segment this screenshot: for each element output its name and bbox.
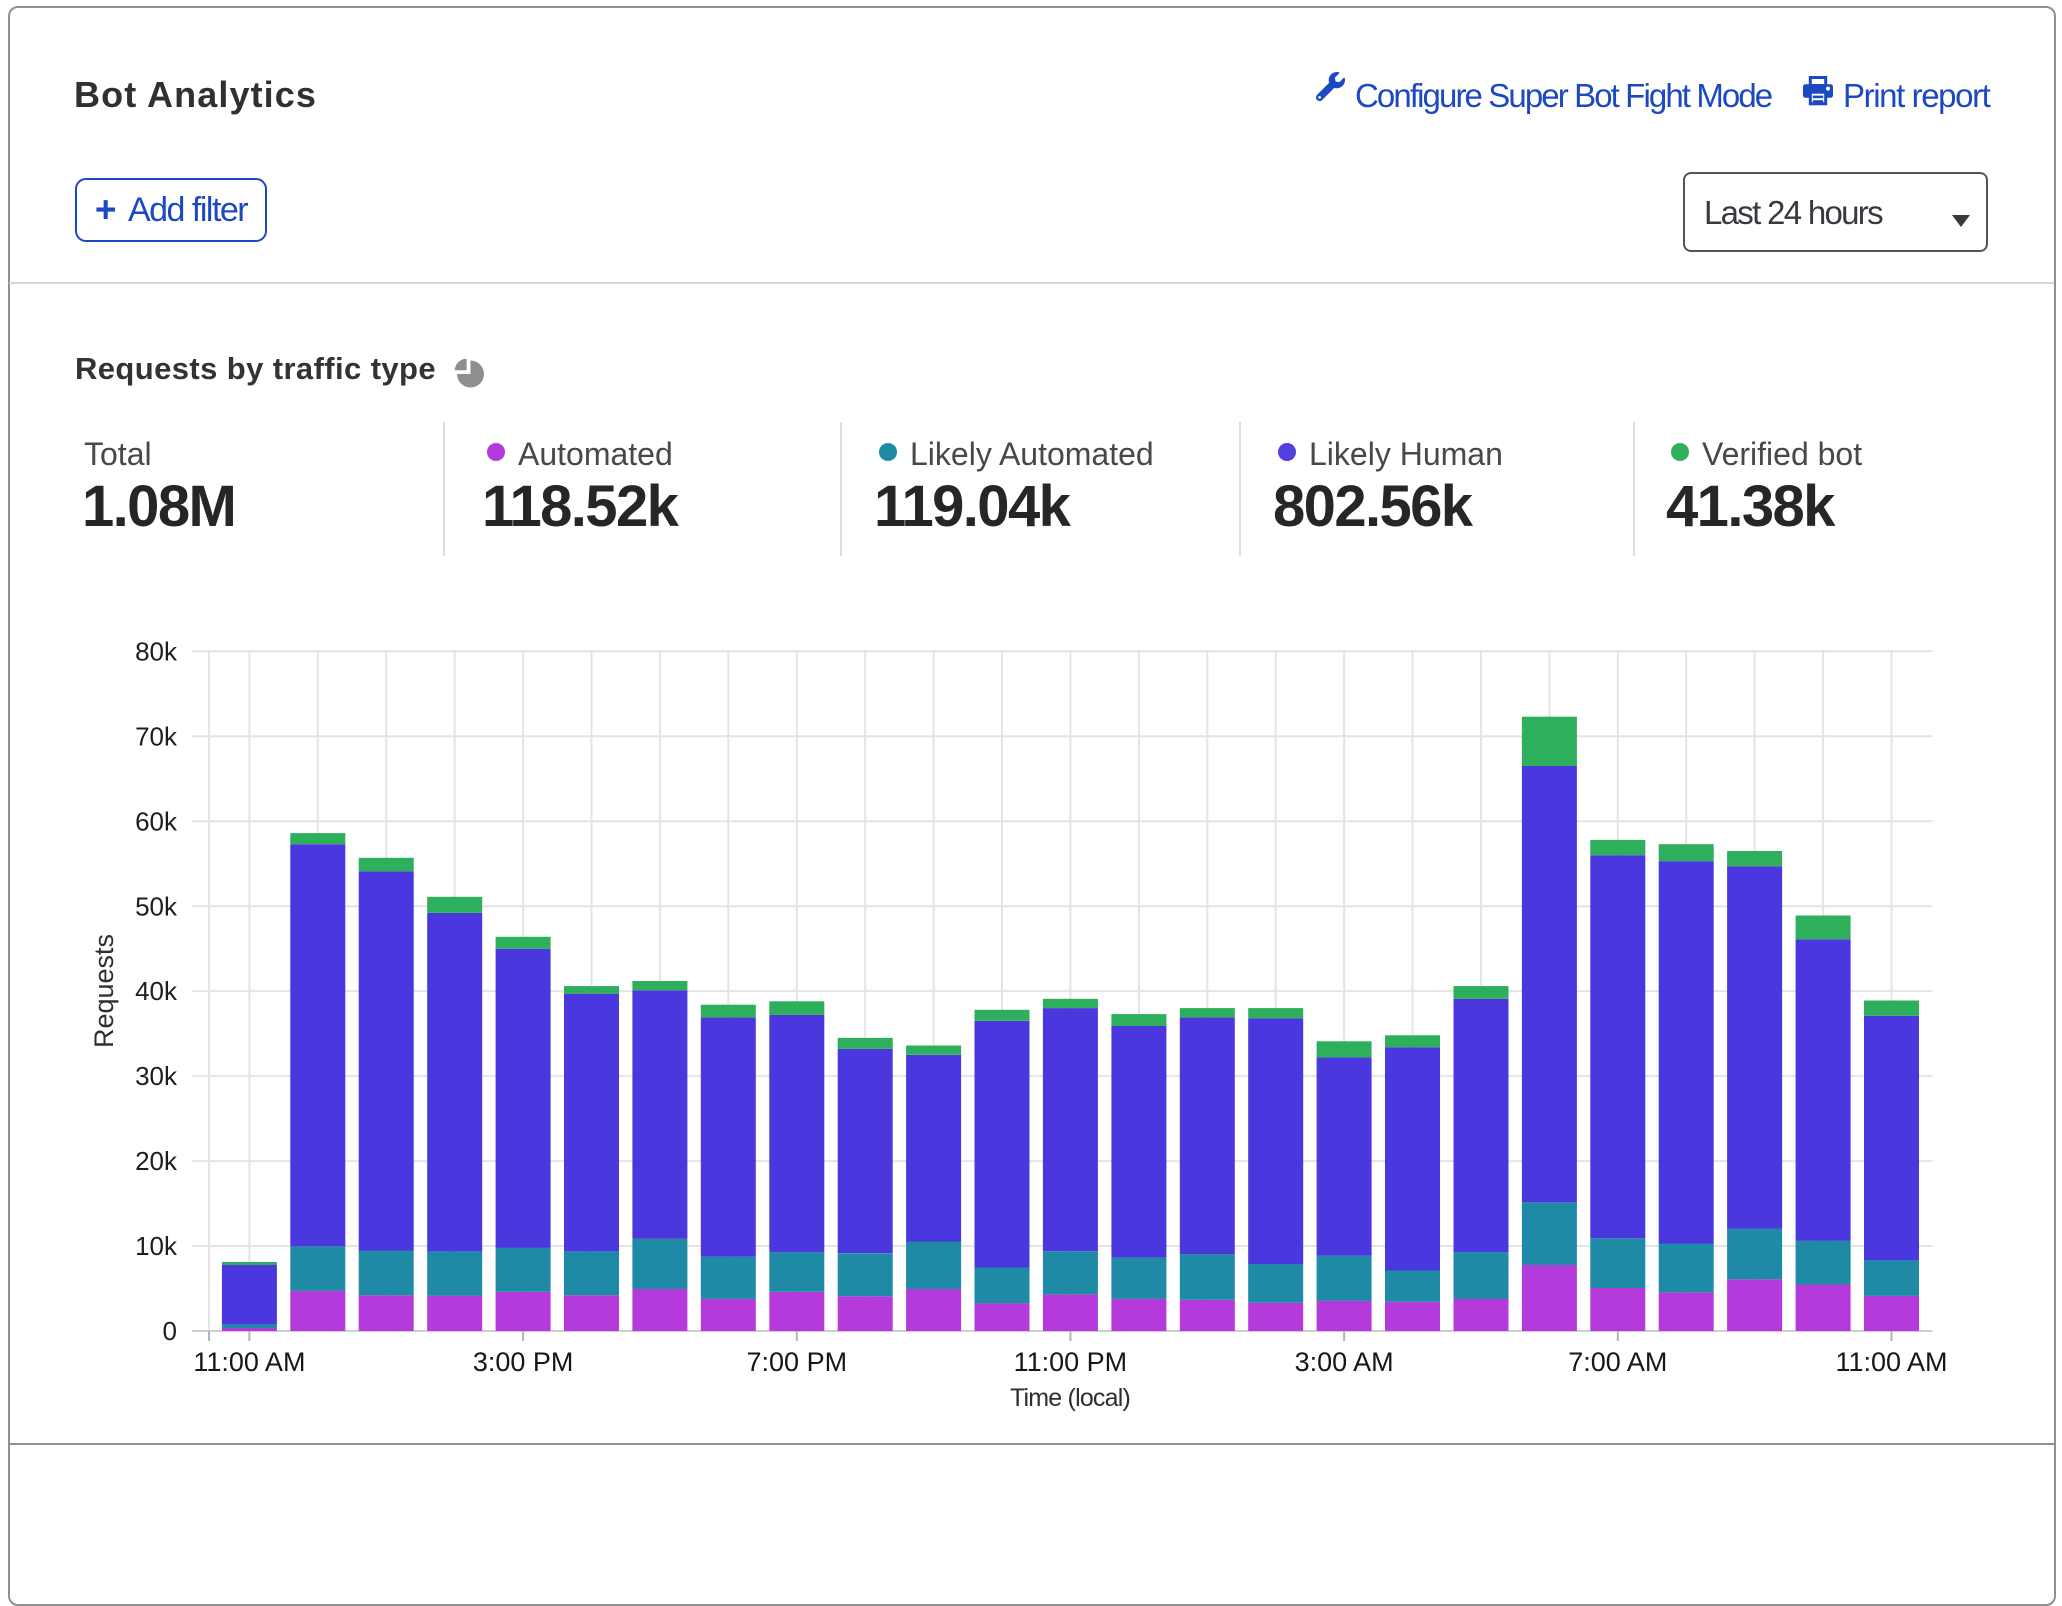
svg-text:60k: 60k bbox=[135, 806, 178, 836]
svg-text:11:00 PM: 11:00 PM bbox=[1014, 1347, 1128, 1377]
svg-text:Time (local): Time (local) bbox=[1010, 1384, 1130, 1412]
svg-text:0: 0 bbox=[163, 1316, 177, 1346]
svg-text:7:00 AM: 7:00 AM bbox=[1568, 1347, 1667, 1377]
svg-text:7:00 PM: 7:00 PM bbox=[747, 1347, 848, 1377]
svg-text:20k: 20k bbox=[135, 1146, 178, 1176]
svg-text:11:00 AM: 11:00 AM bbox=[193, 1347, 305, 1377]
svg-text:3:00 PM: 3:00 PM bbox=[473, 1347, 574, 1377]
svg-text:80k: 80k bbox=[135, 636, 178, 666]
svg-text:50k: 50k bbox=[135, 891, 178, 921]
svg-text:3:00 AM: 3:00 AM bbox=[1295, 1347, 1394, 1377]
svg-text:40k: 40k bbox=[135, 976, 178, 1006]
svg-text:70k: 70k bbox=[135, 721, 178, 751]
svg-text:11:00 AM: 11:00 AM bbox=[1835, 1347, 1947, 1377]
svg-text:30k: 30k bbox=[135, 1061, 178, 1091]
svg-text:10k: 10k bbox=[135, 1231, 178, 1261]
svg-text:Requests: Requests bbox=[89, 934, 119, 1048]
